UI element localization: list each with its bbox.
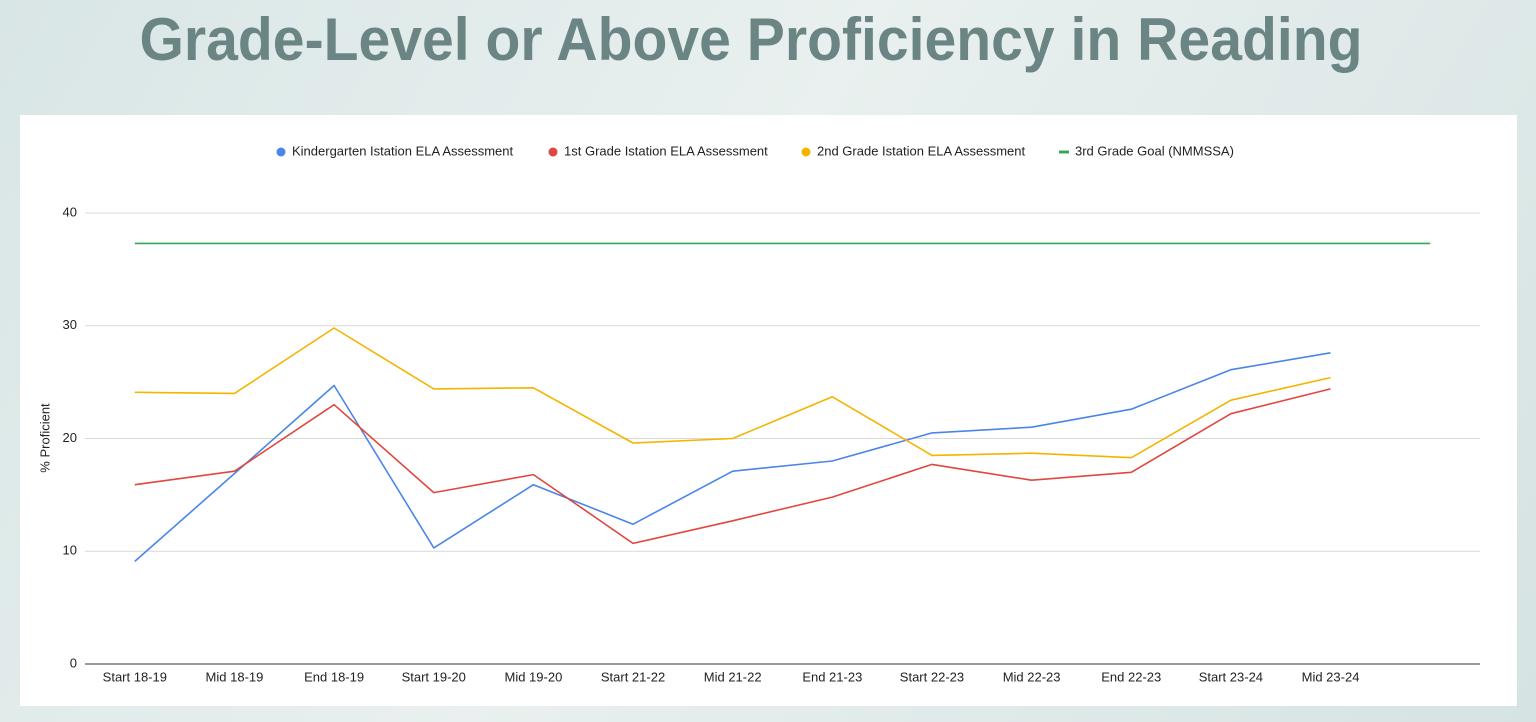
legend-swatch [801,147,811,157]
y-tick-label: 10 [63,543,77,558]
x-tick-label: Start 18-19 [103,669,167,684]
y-tick-label: 30 [63,317,77,332]
y-tick-label: 40 [63,204,77,219]
x-tick-label: Mid 23-24 [1302,669,1360,684]
series-line [134,388,1331,545]
slide-title: Grade-Level or Above Proficiency in Read… [140,6,1363,73]
x-tick-label: Start 22-23 [900,669,964,684]
y-axis-label: % Proficient [37,403,52,473]
series-line [134,352,1331,563]
legend-swatch [548,147,558,157]
x-tick-label: Mid 19-20 [504,669,562,684]
x-tick-label: Mid 21-22 [704,669,762,684]
y-tick-label: 20 [63,430,77,445]
legend-label: 3rd Grade Goal (NMMSSA) [1075,143,1234,158]
chart-panel [20,115,1517,706]
x-tick-label: Start 19-20 [402,669,466,684]
legend-label: 2nd Grade Istation ELA Assessment [817,143,1026,158]
x-tick-label: End 18-19 [304,669,364,684]
series-line [134,327,1331,459]
legend-label: Kindergarten Istation ELA Assessment [292,143,514,158]
x-tick-label: End 21-23 [802,669,862,684]
x-tick-label: End 22-23 [1101,669,1161,684]
x-tick-label: Mid 22-23 [1003,669,1061,684]
x-tick-label: Mid 18-19 [206,669,264,684]
legend-label: 1st Grade Istation ELA Assessment [564,143,768,158]
x-tick-label: Start 23-24 [1199,669,1263,684]
y-tick-label: 0 [70,655,77,670]
x-tick-label: Start 21-22 [601,669,665,684]
legend-swatch [276,147,286,157]
